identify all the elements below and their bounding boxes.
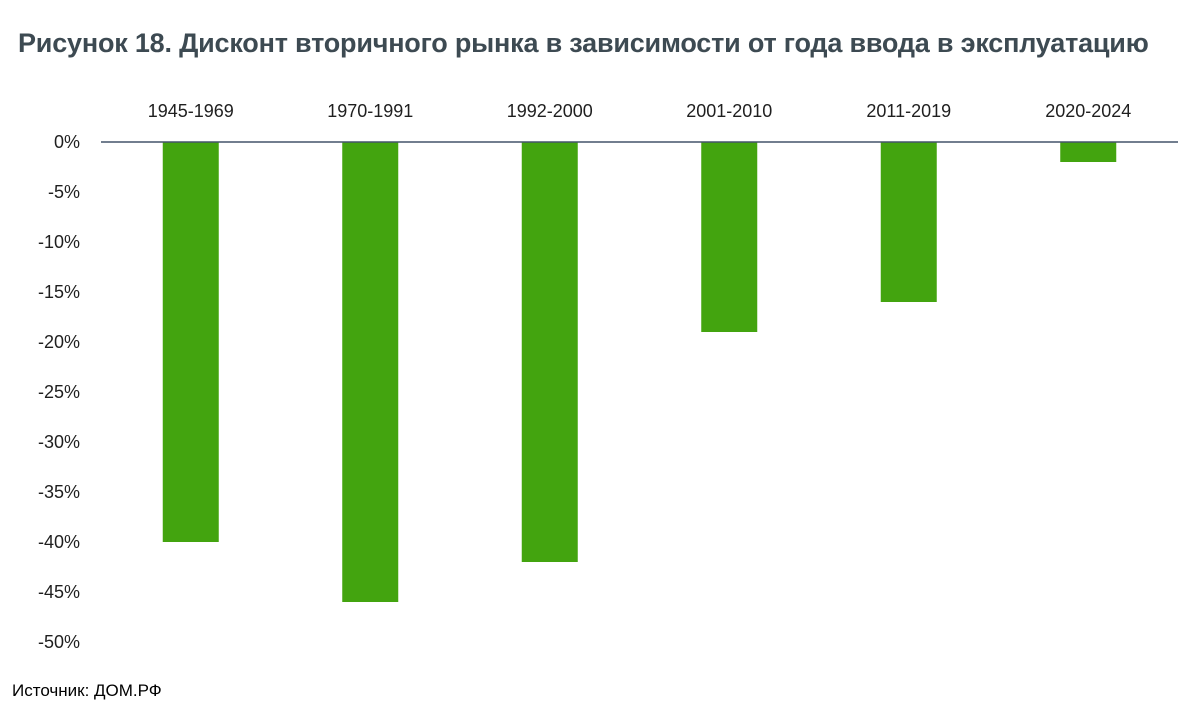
y-axis-tick-labels: 0% -5% -10% -15% -20% -25% -30% -35% -40% -45% -50… <box>38 132 80 652</box>
y-tick-label: 0% <box>54 132 80 152</box>
y-tick-label: -40% <box>38 532 80 552</box>
y-tick-label: -30% <box>38 432 80 452</box>
y-tick-label: -10% <box>38 232 80 252</box>
y-tick-label: -15% <box>38 282 80 302</box>
category-label: 1970-1991 <box>327 101 413 121</box>
category-label: 2011-2019 <box>866 101 951 121</box>
bar-1970-1991 <box>342 142 399 602</box>
category-axis-labels: 1945-1969 1970-1991 1992-2000 2001-2010 2011… <box>148 101 1132 121</box>
y-tick-label: -45% <box>38 582 80 602</box>
bar-2011-2019 <box>880 142 937 302</box>
bar-1992-2000 <box>521 142 578 562</box>
y-tick-label: -25% <box>38 382 80 402</box>
y-tick-label: -20% <box>38 332 80 352</box>
category-label: 2020-2024 <box>1045 101 1131 121</box>
y-tick-label: -50% <box>38 632 80 652</box>
category-label: 2001-2010 <box>686 101 772 121</box>
bar-series <box>162 142 1117 602</box>
category-label: 1992-2000 <box>507 101 593 121</box>
y-tick-label: -35% <box>38 482 80 502</box>
bar-2001-2010 <box>701 142 758 332</box>
source-note: Источник: ДОМ.РФ <box>12 681 162 700</box>
bar-2020-2024 <box>1060 142 1117 162</box>
chart-title: Рисунок 18. Дисконт вторичного рынка в з… <box>18 28 1149 58</box>
y-tick-label: -5% <box>48 182 80 202</box>
bar-1945-1969 <box>162 142 219 542</box>
category-label: 1945-1969 <box>148 101 234 121</box>
